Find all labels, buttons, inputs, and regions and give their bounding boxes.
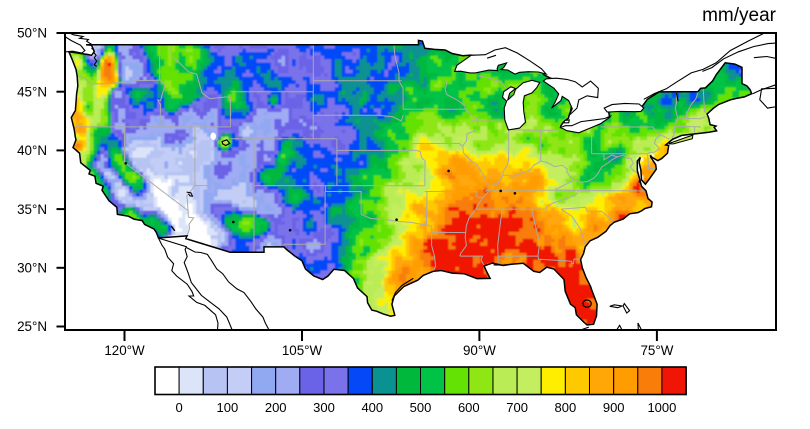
svg-text:120°W: 120°W [104,343,145,358]
svg-text:400: 400 [361,400,383,415]
svg-text:600: 600 [458,400,480,415]
svg-text:40°N: 40°N [17,143,47,158]
svg-text:200: 200 [265,400,287,415]
svg-text:50°N: 50°N [17,26,47,41]
svg-text:30°N: 30°N [17,261,47,276]
svg-text:900: 900 [603,400,625,415]
svg-text:500: 500 [410,400,432,415]
svg-text:45°N: 45°N [17,84,47,99]
svg-text:300: 300 [313,400,335,415]
svg-text:mm/year: mm/year [702,5,777,26]
svg-text:75°W: 75°W [640,343,673,358]
svg-text:0: 0 [175,400,182,415]
svg-text:800: 800 [555,400,577,415]
svg-text:700: 700 [506,400,528,415]
svg-text:25°N: 25°N [17,319,47,334]
svg-text:35°N: 35°N [17,202,47,217]
svg-text:105°W: 105°W [282,343,323,358]
svg-text:1000: 1000 [647,400,676,415]
svg-text:100: 100 [217,400,239,415]
svg-text:90°W: 90°W [463,343,496,358]
